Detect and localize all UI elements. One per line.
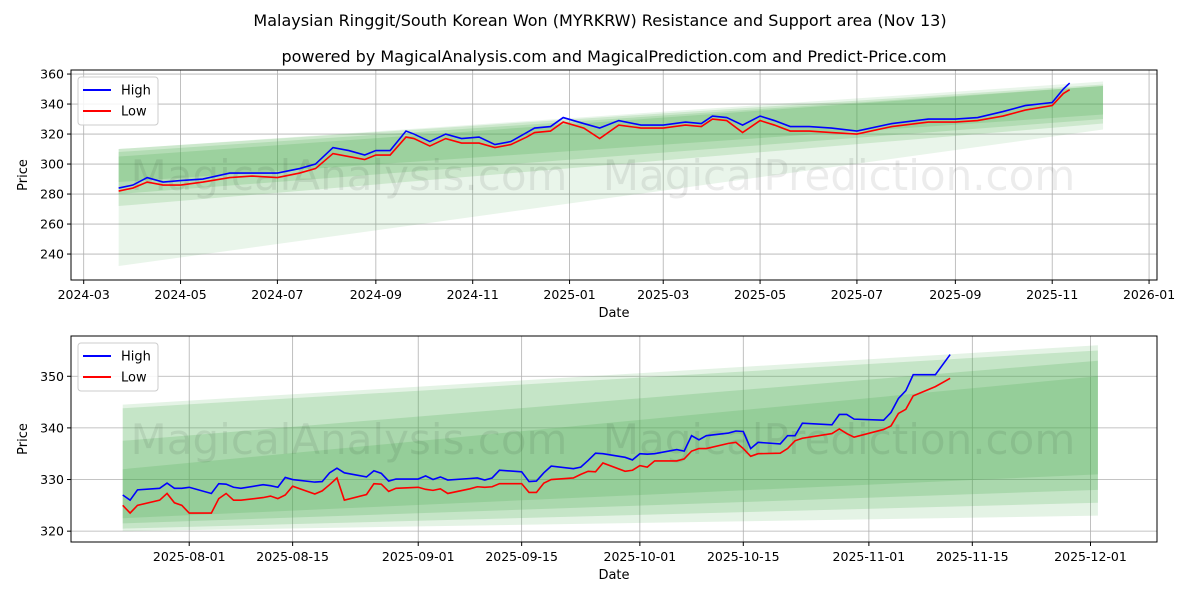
support-resistance-band [122, 345, 1098, 532]
x-tick-label: 2024-09 [350, 287, 402, 302]
support-resistance-band [122, 360, 1098, 524]
top-chart-panel: 240 260 280 300 320 340 360 2024-03 2024-05 2024-… [16, 67, 1175, 321]
x-tick-label: 2025-08-01 [153, 549, 226, 564]
y-tick-label: 240 [40, 247, 64, 262]
series-line-low [122, 377, 951, 515]
legend-label-low: Low [121, 371, 147, 386]
x-tick-label: 2025-01 [543, 287, 595, 302]
support-resistance-band [118, 84, 1104, 207]
y-tick-label: 300 [40, 157, 64, 172]
y-tick-label: 360 [40, 67, 64, 82]
watermark-text: MagicalPrediction.com [603, 415, 1076, 464]
watermark-text: MagicalAnalysis.com [131, 415, 568, 464]
x-tick-label: 2025-05 [734, 287, 786, 302]
series-line-high [118, 82, 1071, 189]
y-axis-label: Price [16, 159, 31, 191]
chart-subtitle: powered by MagicalAnalysis.com and Magic… [281, 47, 946, 66]
y-tick-label: 280 [40, 187, 64, 202]
x-tick-label: 2025-09 [929, 287, 981, 302]
y-tick-label: 340 [40, 97, 64, 112]
legend: High Low [77, 76, 159, 126]
x-axis-label: Date [598, 306, 629, 321]
x-tick-label: 2025-11 [1026, 287, 1078, 302]
y-tick-label: 320 [40, 127, 64, 142]
support-resistance-band [118, 86, 1104, 195]
series-line-high [122, 354, 951, 502]
plot-frame [70, 335, 1158, 543]
y-tick-label: 260 [40, 217, 64, 232]
y-tick-label: 350 [40, 369, 64, 384]
x-tick-label: 2025-07 [831, 287, 883, 302]
x-tick-label: 2025-03 [637, 287, 689, 302]
x-tick-label: 2025-09-01 [382, 549, 455, 564]
legend-label-low: Low [121, 105, 147, 120]
x-tick-label: 2026-01 [1123, 287, 1175, 302]
support-resistance-band [118, 81, 1104, 267]
legend-label-high: High [121, 350, 151, 365]
x-tick-label: 2025-08-15 [256, 549, 329, 564]
x-tick-label: 2025-10-15 [707, 549, 780, 564]
x-tick-label: 2024-07 [251, 287, 303, 302]
plot-frame [70, 69, 1158, 281]
series-line-low [118, 88, 1071, 192]
legend: High Low [77, 342, 159, 392]
x-axis-label: Date [598, 568, 629, 583]
chart-title: Malaysian Ringgit/South Korean Won (MYRK… [253, 11, 946, 30]
support-resistance-band [118, 86, 1104, 183]
x-tick-label: 2025-11-01 [833, 549, 906, 564]
y-tick-label: 330 [40, 472, 64, 487]
x-tick-label: 2024-11 [447, 287, 499, 302]
x-tick-label: 2024-03 [58, 287, 110, 302]
bottom-chart-panel: 320 330 340 350 2025-08-01 2025-08-15 2025-09-… [16, 335, 1158, 583]
watermark-text: MagicalAnalysis.com [131, 151, 568, 200]
watermark-text: MagicalPrediction.com [603, 151, 1076, 200]
y-axis-label: Price [16, 423, 31, 455]
legend-label-high: High [121, 84, 151, 99]
y-tick-label: 340 [40, 420, 64, 435]
y-tick-label: 320 [40, 524, 64, 539]
x-tick-label: 2024-05 [154, 287, 206, 302]
x-tick-label: 2025-11-15 [936, 549, 1009, 564]
x-tick-label: 2025-09-15 [485, 549, 558, 564]
x-tick-label: 2025-12-01 [1054, 549, 1127, 564]
x-tick-label: 2025-10-01 [604, 549, 677, 564]
support-resistance-band [122, 376, 1098, 519]
support-resistance-band [122, 350, 1098, 529]
